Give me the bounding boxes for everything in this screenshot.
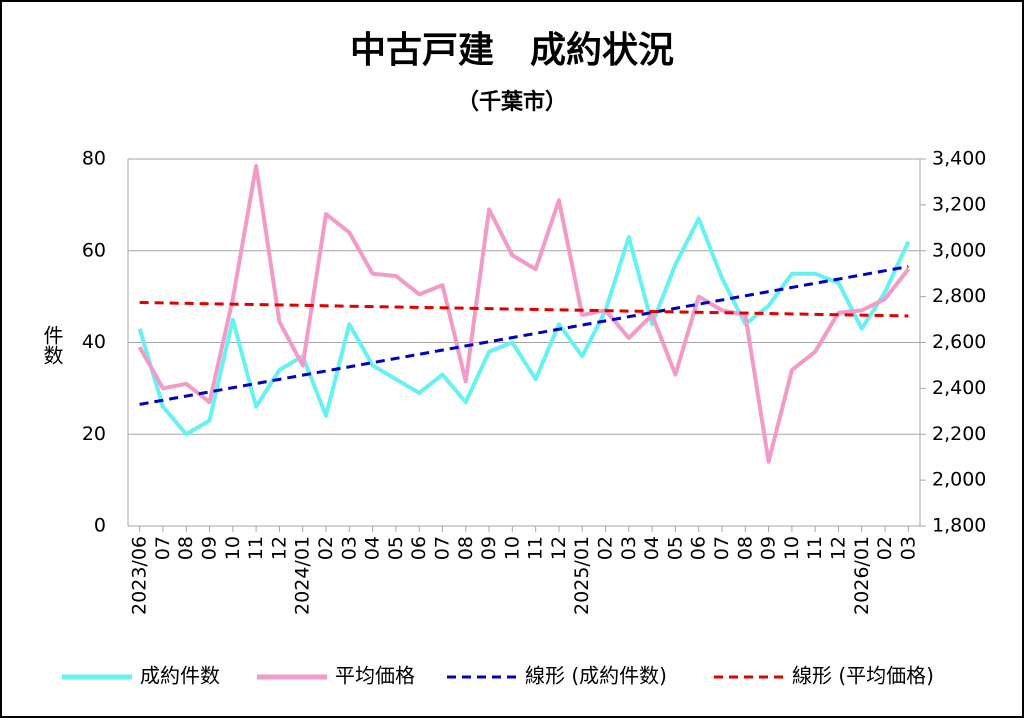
x-tick-label: 08 — [455, 536, 477, 560]
x-tick-label: 04 — [362, 536, 384, 560]
x-tick-label: 12 — [548, 536, 570, 560]
legend-label: 成約件数 — [140, 664, 220, 688]
x-tick-label: 02 — [315, 536, 337, 560]
legend-label: 線形 (平均価格) — [792, 664, 934, 688]
x-tick-label: 07 — [711, 536, 733, 560]
x-tick-label: 07 — [431, 536, 453, 560]
x-tick-label: 02 — [595, 536, 617, 560]
x-tick-label: 2025/01 — [571, 536, 593, 615]
y2-tick-label: 3,400 — [932, 148, 986, 170]
y-tick-label: 60 — [82, 239, 106, 261]
x-tick-label: 06 — [688, 536, 710, 560]
y-tick-label: 80 — [82, 148, 106, 170]
x-tick-label: 02 — [874, 536, 896, 560]
trend-line — [139, 301, 909, 318]
x-tick-label: 05 — [385, 536, 407, 560]
x-tick-label: 04 — [641, 536, 663, 560]
x-tick-label: 12 — [268, 536, 290, 560]
x-tick-label: 03 — [338, 536, 360, 560]
x-tick-label: 03 — [618, 536, 640, 560]
legend-label: 線形 (成約件数) — [525, 664, 667, 688]
x-tick-label: 10 — [501, 536, 523, 560]
y2-tick-label: 3,000 — [932, 239, 986, 261]
trend-line — [139, 265, 909, 406]
x-tick-label: 09 — [758, 536, 780, 560]
series-line — [137, 163, 910, 464]
x-tick-label: 05 — [664, 536, 686, 560]
x-tick-label: 12 — [827, 536, 849, 560]
y2-tick-label: 2,400 — [932, 377, 986, 399]
legend: 成約件数 平均価格 線形 (成約件数) 線形 (平均価格) — [62, 664, 934, 688]
x-tick-label: 10 — [781, 536, 803, 560]
y2-tick-label: 3,200 — [932, 193, 986, 215]
y-tick-label: 20 — [82, 423, 106, 445]
y-tick-label: 0 — [94, 515, 106, 537]
x-tick-label: 11 — [525, 536, 547, 560]
x-tick-label: 11 — [245, 536, 267, 560]
y-axis-label: 件数 — [40, 325, 64, 365]
chart-title: 中古戸建 成約状況 — [350, 30, 674, 71]
y2-tick-label: 2,000 — [932, 469, 986, 491]
y2-tick-label: 2,200 — [932, 423, 986, 445]
x-tick-label: 2024/01 — [292, 536, 314, 615]
x-tick-label: 03 — [897, 536, 919, 560]
y2-tick-label: 2,800 — [932, 285, 986, 307]
x-tick-label: 08 — [175, 536, 197, 560]
x-tick-label: 2023/06 — [129, 536, 151, 615]
x-tick-label: 2026/01 — [851, 536, 873, 615]
x-tick-label: 09 — [478, 536, 500, 560]
x-tick-label: 08 — [734, 536, 756, 560]
x-tick-label: 10 — [222, 536, 244, 560]
x-tick-label: 06 — [408, 536, 430, 560]
y2-tick-label: 2,600 — [932, 331, 986, 353]
y2-tick-label: 1,800 — [932, 515, 986, 537]
legend-label: 平均価格 — [335, 664, 415, 688]
y-tick-label: 40 — [82, 331, 106, 353]
x-tick-label: 11 — [804, 536, 826, 560]
x-tick-label: 07 — [152, 536, 174, 560]
x-tick-label: 09 — [199, 536, 221, 560]
chart-subtitle: （千葉市） — [457, 89, 567, 115]
